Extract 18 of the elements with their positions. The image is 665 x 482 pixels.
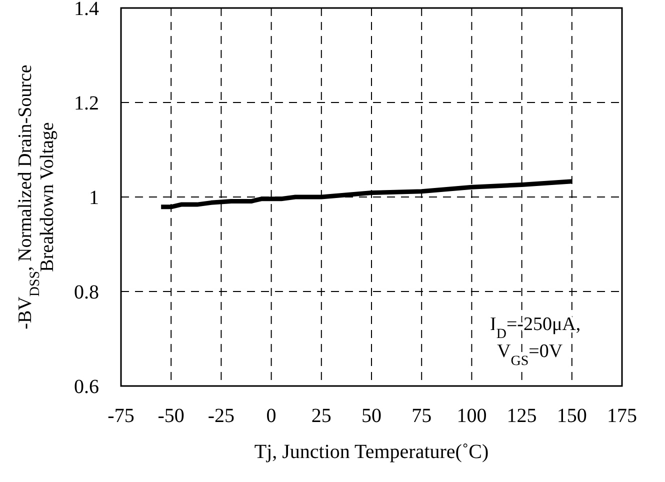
annotation: I$_{D}$=-250μA, xyxy=(490,314,581,342)
x-tick-label: 25 xyxy=(311,405,332,427)
x-tick-label: 0 xyxy=(266,405,276,427)
x-tick-label: -25 xyxy=(208,405,235,427)
y-tick-label: 1.4 xyxy=(74,0,99,20)
y-tick-label: 1 xyxy=(89,187,99,209)
x-tick-label: 50 xyxy=(362,405,382,427)
x-tick-label: -50 xyxy=(158,405,184,427)
x-tick-label: 75 xyxy=(412,405,432,427)
x-tick-label: 100 xyxy=(456,405,487,427)
x-axis-title: Tj, Junction Temperature(˚C) xyxy=(254,441,489,463)
x-tick-label: 150 xyxy=(556,405,587,427)
x-tick-label: 125 xyxy=(506,405,537,427)
y-tick-label: 0.6 xyxy=(74,376,99,398)
y-tick-label: 0.8 xyxy=(74,282,99,304)
x-tick-label: 175 xyxy=(607,405,637,427)
x-tick-label: -75 xyxy=(108,405,134,427)
y-tick-label: 1.2 xyxy=(74,92,99,114)
